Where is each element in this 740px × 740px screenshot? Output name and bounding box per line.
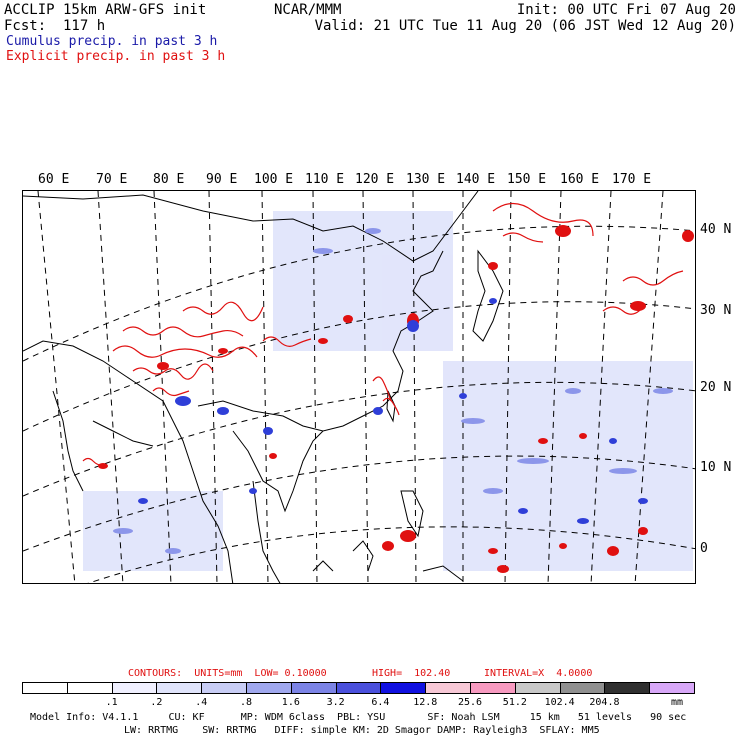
colorbar-tick-label: 25.6	[458, 697, 483, 708]
lon-label-170e: 170 E	[612, 172, 652, 187]
lat-label-40n: 40 N	[700, 222, 732, 237]
model-title: ACCLIP 15km ARW-GFS init	[4, 2, 207, 18]
lon-label-60e: 60 E	[38, 172, 70, 187]
lon-label-140e: 140 E	[456, 172, 496, 187]
coastlines	[23, 191, 504, 583]
colorbar-tick-label: 12.8	[413, 697, 438, 708]
light-cumulus-field	[83, 211, 693, 571]
lon-label-80e: 80 E	[153, 172, 185, 187]
colorbar-tick-label: 102.4	[544, 697, 575, 708]
colorbar-tick-label: .4	[195, 697, 208, 708]
colorbar-tick-label: 1.6	[281, 697, 300, 708]
light-cumulus-specks	[113, 228, 673, 554]
colorbar-swatch	[559, 682, 606, 694]
organization: NCAR/MMM	[274, 2, 342, 18]
valid-time: Valid: 21 UTC Tue 11 Aug 20 (06 JST Wed …	[314, 18, 736, 34]
lon-label-90e: 90 E	[206, 172, 238, 187]
colorbar-unit: mm	[671, 697, 684, 708]
colorbar-swatch	[66, 682, 113, 694]
graticule	[23, 191, 695, 583]
explicit-precip	[82, 202, 684, 466]
colorbar-swatch	[335, 682, 382, 694]
model-info: Model Info: V4.1.1 CU: KF MP: WDM 6class…	[30, 712, 687, 723]
lon-label-110e: 110 E	[305, 172, 345, 187]
lat-label-20n: 20 N	[700, 380, 732, 395]
cumulus-legend: Cumulus precip. in past 3 h	[6, 34, 218, 49]
colorbar-swatch	[604, 682, 651, 694]
colorbar-tick-label: .8	[240, 697, 253, 708]
map-canvas	[23, 191, 695, 583]
colorbar-swatch	[156, 682, 203, 694]
lon-label-100e: 100 E	[254, 172, 294, 187]
explicit-precip-cells	[98, 225, 694, 573]
colorbar-tick-label: 3.2	[326, 697, 345, 708]
colorbar-swatch	[470, 682, 516, 694]
colorbar-tick-label: 204.8	[589, 697, 620, 708]
colorbar-swatch	[111, 682, 158, 694]
precip-map	[22, 190, 696, 584]
lat-label-10n: 10 N	[700, 460, 732, 475]
colorbar-tick-label: 51.2	[502, 697, 527, 708]
forecast-hour: Fcst: 117 h	[4, 18, 106, 34]
cumulus-precip-cells	[138, 298, 648, 524]
lon-label-70e: 70 E	[96, 172, 128, 187]
explicit-legend: Explicit precip. in past 3 h	[6, 49, 226, 64]
colorbar-swatch	[290, 682, 337, 694]
lat-label-0: 0	[700, 541, 708, 556]
contours-high: HIGH= 102.40	[372, 668, 451, 679]
colorbar-swatch	[201, 682, 247, 694]
colorbar-swatch	[514, 682, 561, 694]
colorbar-swatch	[649, 682, 695, 694]
lon-label-160e: 160 E	[560, 172, 600, 187]
colorbar-swatch	[425, 682, 471, 694]
colorbar-tick-label: .2	[150, 697, 163, 708]
contours-interval: INTERVAL=X 4.0000	[484, 668, 593, 679]
colorbar-swatch	[246, 682, 292, 694]
colorbar-tick-label: .1	[105, 697, 118, 708]
lon-label-120e: 120 E	[355, 172, 395, 187]
lat-label-30n: 30 N	[700, 303, 732, 318]
contours-info: CONTOURS: UNITS=mm LOW= 0.10000	[128, 668, 327, 679]
physics-info: LW: RRTMG SW: RRTMG DIFF: simple KM: 2D …	[124, 725, 600, 736]
init-time: Init: 00 UTC Fri 07 Aug 20	[516, 2, 736, 18]
colorbar-tick-label: 6.4	[371, 697, 390, 708]
lon-label-130e: 130 E	[406, 172, 446, 187]
colorbar-swatch	[22, 682, 68, 694]
colorbar-swatch	[380, 682, 427, 694]
lon-label-150e: 150 E	[507, 172, 547, 187]
